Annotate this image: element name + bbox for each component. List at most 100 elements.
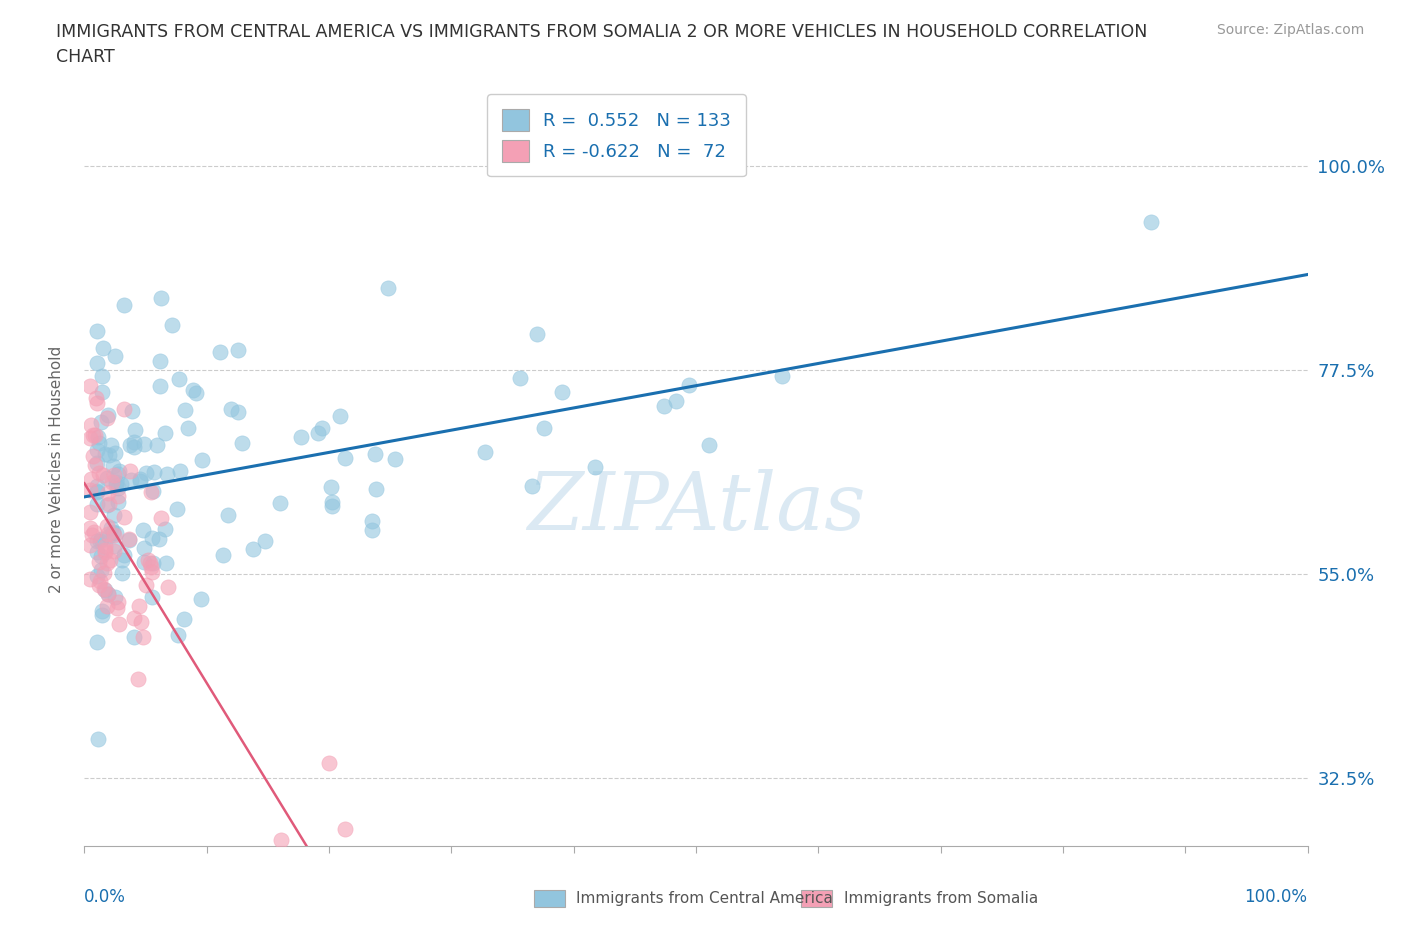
Point (110, 476, 132, 491)
Point (208, 344, 231, 359)
Point (90, 531, 112, 546)
Point (311, 421, 333, 436)
Point (86, 534, 108, 549)
Point (226, 405, 249, 419)
Point (107, 466, 129, 481)
Point (132, 554, 155, 569)
Point (79, 379, 101, 393)
Point (118, 532, 141, 547)
Point (129, 472, 152, 486)
Point (94, 583, 117, 598)
Point (91, 384, 114, 399)
Point (141, 590, 163, 604)
Point (127, 671, 149, 686)
Point (269, 496, 291, 511)
Point (79, 431, 101, 445)
Point (253, 534, 276, 549)
Point (97, 528, 120, 543)
Point (105, 526, 128, 541)
Point (83, 525, 105, 539)
Point (231, 435, 253, 450)
Point (101, 458, 124, 473)
Point (80, 418, 103, 432)
Point (509, 371, 531, 386)
Point (139, 560, 162, 575)
Point (105, 601, 128, 616)
Point (212, 547, 235, 562)
Point (86, 479, 108, 494)
Point (124, 434, 146, 449)
Point (97, 485, 120, 500)
Point (315, 920, 337, 930)
Point (149, 290, 172, 305)
Point (132, 523, 155, 538)
Point (80, 527, 103, 542)
Point (105, 475, 128, 490)
Point (139, 485, 162, 499)
Point (87, 430, 110, 445)
Point (129, 473, 152, 488)
Point (90, 414, 112, 429)
Point (177, 421, 200, 436)
Point (118, 463, 141, 478)
Point (107, 480, 129, 495)
Point (86, 484, 108, 498)
Point (96, 599, 118, 614)
Point (139, 556, 162, 571)
Point (155, 555, 177, 570)
Point (361, 513, 384, 528)
Point (160, 317, 183, 332)
Point (86, 455, 108, 470)
Point (103, 544, 125, 559)
Point (173, 611, 195, 626)
Point (135, 578, 157, 592)
Point (112, 548, 135, 563)
Point (377, 281, 399, 296)
Point (89, 534, 111, 549)
Point (103, 508, 125, 523)
Point (290, 430, 312, 445)
Point (772, 368, 794, 383)
Point (322, 876, 344, 891)
Point (96, 556, 118, 571)
Point (146, 437, 169, 452)
Point (87, 466, 110, 481)
Point (520, 479, 543, 494)
Point (583, 459, 606, 474)
Point (118, 532, 141, 547)
Point (332, 882, 354, 897)
Point (96, 470, 118, 485)
Point (143, 464, 166, 479)
Point (93, 565, 115, 580)
Point (121, 404, 143, 418)
Point (1140, 215, 1163, 230)
Point (90, 549, 112, 564)
Text: Source: ZipAtlas.com: Source: ZipAtlas.com (1216, 23, 1364, 37)
Point (90, 608, 112, 623)
Point (135, 466, 157, 481)
Point (122, 611, 145, 626)
Point (91, 368, 114, 383)
Point (148, 532, 170, 547)
Point (150, 511, 173, 525)
Point (122, 630, 145, 644)
Point (149, 354, 172, 369)
Point (104, 590, 127, 604)
Point (270, 833, 292, 848)
Point (103, 538, 125, 553)
Point (93, 582, 115, 597)
Point (173, 402, 195, 417)
Point (128, 598, 150, 613)
Point (105, 477, 128, 492)
Point (96, 410, 118, 425)
Point (107, 464, 129, 479)
Point (91, 468, 114, 483)
Point (132, 630, 155, 644)
Point (166, 502, 188, 517)
Point (96, 498, 118, 512)
Text: IMMIGRANTS FROM CENTRAL AMERICA VS IMMIGRANTS FROM SOMALIA 2 OR MORE VEHICLES IN: IMMIGRANTS FROM CENTRAL AMERICA VS IMMIG… (56, 23, 1147, 41)
Point (191, 453, 214, 468)
Point (107, 595, 129, 610)
Point (86, 391, 108, 405)
Point (101, 474, 124, 489)
